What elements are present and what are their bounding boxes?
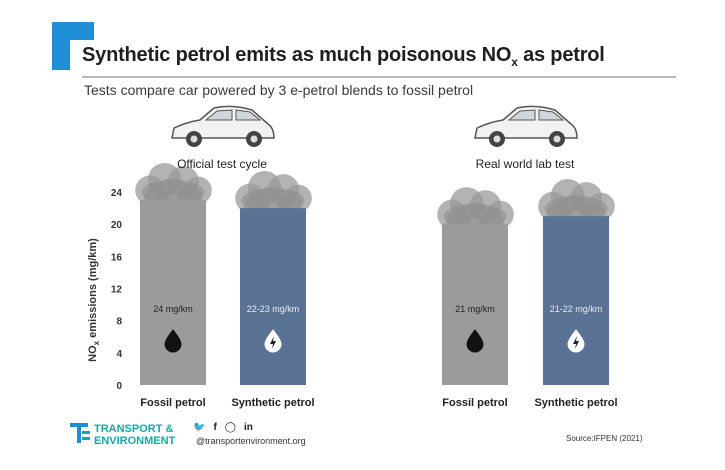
bar-value-label: 24 mg/km [153, 304, 193, 314]
brand-name: TRANSPORT & ENVIRONMENT [94, 423, 176, 447]
y-tick-label: 4 [116, 349, 122, 360]
fuel-drop-icon [164, 329, 182, 353]
electric-drop-icon [567, 329, 585, 353]
bar [140, 200, 206, 385]
car-icon [171, 105, 275, 147]
group-label: Real world lab test [476, 157, 575, 171]
category-label: Fossil petrol [442, 397, 507, 409]
source-note: Source:IFPEN (2021) [566, 434, 643, 443]
bar [543, 216, 609, 385]
website-link[interactable]: @transportenvironment.org [196, 436, 306, 446]
bar [240, 208, 306, 385]
y-axis-label: NOx emissions (mg/km) [87, 238, 101, 362]
te-logo-icon [68, 421, 92, 445]
category-label: Synthetic petrol [231, 397, 314, 409]
bar-value-label: 21-22 mg/km [550, 304, 603, 314]
y-tick-label: 24 [111, 188, 123, 199]
corner-accent-vertical [52, 22, 70, 70]
y-tick-label: 20 [111, 220, 123, 231]
facebook-icon[interactable]: f [213, 422, 217, 433]
exhaust-cloud-icon [538, 179, 615, 228]
electric-drop-icon [264, 329, 282, 353]
bar-value-label: 22-23 mg/km [247, 304, 300, 314]
y-tick-label: 16 [111, 252, 123, 263]
fuel-drop-icon [466, 329, 484, 353]
category-label: Synthetic petrol [534, 397, 617, 409]
social-icons: 🐦 f ◯ in [193, 422, 253, 433]
instagram-icon[interactable]: ◯ [224, 422, 236, 433]
exhaust-cloud-icon [135, 162, 212, 212]
chart-title: Synthetic petrol emits as much poisonous… [82, 44, 605, 69]
category-label: Fossil petrol [140, 397, 205, 409]
bar [442, 224, 508, 385]
group-label: Official test cycle [177, 157, 267, 171]
linkedin-icon[interactable]: in [244, 422, 253, 433]
title-rule [82, 76, 676, 78]
car-icon [474, 105, 578, 147]
y-tick-label: 8 [116, 317, 122, 328]
chart-subtitle: Tests compare car powered by 3 e-petrol … [84, 82, 474, 98]
bar-value-label: 21 mg/km [455, 304, 495, 314]
y-tick-label: 12 [111, 285, 123, 296]
y-tick-label: 0 [116, 381, 122, 392]
twitter-icon[interactable]: 🐦 [193, 422, 206, 433]
